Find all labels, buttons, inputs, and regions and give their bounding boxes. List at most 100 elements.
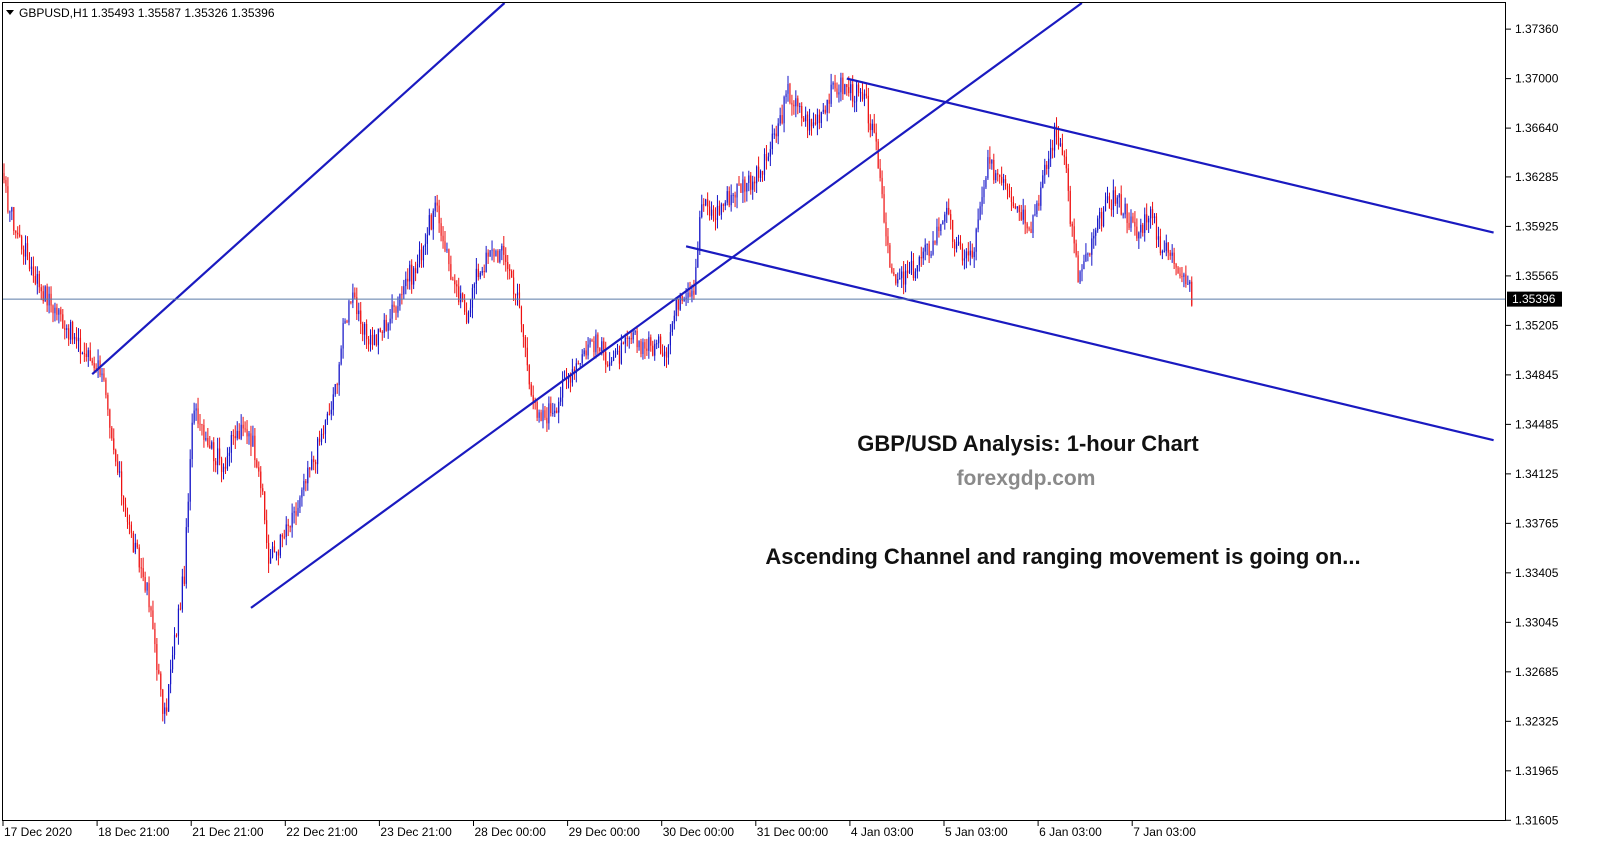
candle-body — [1083, 261, 1085, 270]
candle-body — [364, 323, 366, 335]
candle-body — [611, 360, 613, 363]
candle-body — [1126, 203, 1128, 223]
candle-body — [957, 241, 960, 245]
candle-body — [399, 294, 401, 307]
candle-body — [475, 268, 477, 284]
candle-body — [509, 268, 511, 271]
candle-body — [58, 309, 60, 315]
candle-body — [1079, 271, 1081, 283]
candle-body — [407, 278, 409, 282]
candle-body — [1155, 216, 1158, 240]
y-tick-label: 1.36285 — [1515, 170, 1559, 184]
candle-body — [479, 272, 481, 278]
candle-body — [481, 270, 483, 273]
candle-body — [315, 462, 317, 465]
candle-body — [121, 471, 123, 497]
x-axis: 17 Dec 2020 18 Dec 21:00 21 Dec 21:00 22 De… — [2, 821, 1196, 839]
candle-body — [452, 279, 454, 281]
candle-body — [418, 249, 421, 265]
dropdown-triangle-icon[interactable] — [6, 10, 14, 15]
candle-body — [469, 307, 472, 313]
candle-body — [97, 360, 99, 371]
candle-body — [411, 264, 413, 285]
candle-body — [832, 82, 834, 85]
candle-body — [699, 217, 701, 249]
candle-body — [654, 343, 656, 356]
candle-body — [187, 501, 189, 528]
candle-body — [675, 298, 677, 316]
candle-body — [387, 323, 389, 331]
candle-body — [536, 402, 538, 418]
candle-body — [542, 410, 544, 422]
candle-body — [540, 412, 542, 422]
current-price-label: 1.35396 — [1512, 292, 1556, 306]
candle-body — [752, 181, 754, 190]
candle-body — [724, 202, 726, 206]
candle-body — [201, 424, 203, 426]
candle-body — [734, 194, 736, 198]
candle-body — [117, 461, 119, 473]
candle-body — [1050, 147, 1052, 159]
candle-body — [681, 296, 683, 302]
y-tick-label: 1.33405 — [1515, 566, 1559, 580]
candle-body — [805, 114, 807, 122]
candle-body — [191, 422, 193, 460]
candle-body — [803, 118, 805, 122]
candle-body — [622, 342, 624, 344]
candle-body — [103, 373, 105, 380]
candle-body — [1010, 197, 1013, 203]
candle-body — [68, 328, 70, 340]
y-axis: 1.37360 1.37000 1.36640 1.36285 1.35925 1.355… — [1506, 22, 1559, 827]
candle-body — [987, 157, 989, 179]
candle-body — [352, 292, 354, 303]
candle-body — [1089, 253, 1091, 255]
y-tick-label: 1.34845 — [1515, 368, 1559, 382]
candle-body — [313, 459, 315, 463]
candle-body — [1179, 273, 1181, 277]
candle-body — [134, 542, 136, 553]
candle-body — [781, 115, 783, 124]
candle-body — [375, 334, 377, 346]
candle-body — [205, 438, 207, 440]
candle-body — [795, 98, 797, 107]
y-tick-label: 1.35205 — [1515, 318, 1559, 332]
candle-body — [277, 551, 279, 556]
candle-body — [501, 245, 503, 251]
y-tick-label: 1.31965 — [1515, 764, 1559, 778]
candle-body — [981, 197, 983, 207]
candle-body — [877, 141, 879, 169]
candle-body — [1026, 223, 1028, 229]
candle-body — [491, 249, 493, 251]
candle-body — [973, 251, 975, 258]
candle-body — [569, 376, 572, 383]
candle-body — [879, 168, 881, 178]
candle-body — [258, 467, 260, 472]
candle-body — [595, 334, 597, 353]
candle-body — [616, 350, 619, 352]
candle-body — [769, 149, 771, 157]
candle-body — [197, 408, 199, 424]
candle-body — [918, 257, 920, 266]
candle-body — [171, 654, 174, 670]
candle-body — [338, 364, 340, 386]
candle-body — [1177, 267, 1179, 274]
candle-body — [215, 461, 217, 466]
candle-body — [899, 278, 901, 280]
candle-body — [940, 224, 942, 231]
candle-body — [863, 93, 866, 100]
candle-body — [211, 442, 213, 449]
x-tick-label: 6 Jan 03:00 — [1039, 825, 1102, 839]
candle-body — [607, 364, 609, 367]
y-tick-label: 1.33765 — [1515, 516, 1559, 530]
candle-body — [1044, 164, 1046, 176]
candle-body — [101, 373, 103, 376]
candle-body — [926, 243, 928, 245]
candle-body — [499, 250, 501, 262]
candle-body — [614, 351, 617, 357]
candle-body — [193, 410, 195, 423]
candle-body — [369, 334, 372, 345]
candle-body — [897, 279, 899, 284]
candle-body — [471, 287, 474, 308]
